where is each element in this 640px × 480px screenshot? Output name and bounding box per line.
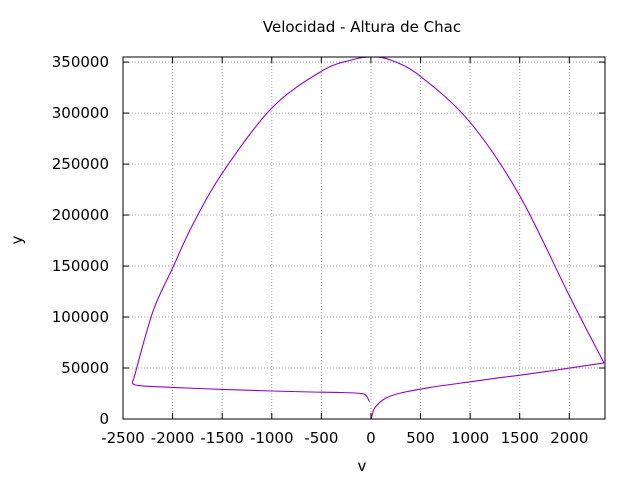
y-tick-label: 200000	[52, 206, 109, 224]
x-tick-label: -1500	[200, 429, 244, 447]
series-line-2	[133, 56, 605, 379]
x-tick-label: -2000	[151, 429, 195, 447]
y-axis-label: y	[8, 235, 26, 244]
plot-frame	[122, 56, 606, 420]
chart-title: Velocidad - Altura de Chac	[263, 18, 461, 36]
x-tick-label: 500	[406, 429, 435, 447]
y-tick-label: 250000	[52, 155, 109, 173]
series-line-0	[370, 362, 605, 420]
x-tick-label: -500	[304, 429, 338, 447]
y-tick-label: 100000	[52, 308, 109, 326]
x-tick-label: 1000	[451, 429, 489, 447]
y-tick-label: 0	[99, 410, 109, 428]
y-tick-label: 50000	[61, 359, 109, 377]
data-series	[131, 56, 605, 420]
x-tick-label: 2000	[550, 429, 588, 447]
x-tick-label: 0	[366, 429, 376, 447]
x-tick-label: -2500	[101, 429, 145, 447]
series-line-1	[131, 378, 370, 402]
axis-ticks: -2500 -2000 -1500 -1000 -500 0 500 1000 1500 2000…	[52, 53, 605, 447]
x-tick-label: -1000	[250, 429, 294, 447]
x-axis-label: v	[358, 457, 367, 475]
y-tick-label: 300000	[52, 104, 109, 122]
y-tick-label: 350000	[52, 53, 109, 71]
y-tick-label: 150000	[52, 257, 109, 275]
grid-lines	[123, 57, 605, 419]
x-tick-label: 1500	[501, 429, 539, 447]
